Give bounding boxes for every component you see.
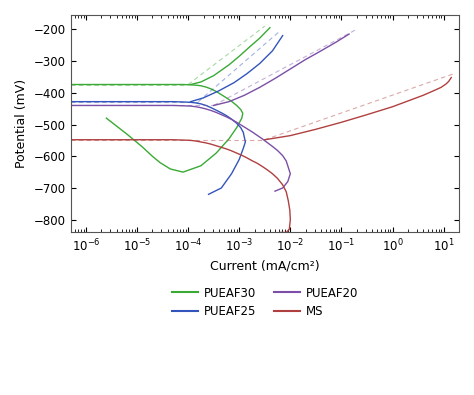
X-axis label: Current (mA/cm²): Current (mA/cm²) <box>210 260 319 273</box>
Y-axis label: Potential (mV): Potential (mV) <box>15 79 28 168</box>
Legend: PUEAF30, PUEAF25, PUEAF20, MS: PUEAF30, PUEAF25, PUEAF20, MS <box>167 282 363 323</box>
